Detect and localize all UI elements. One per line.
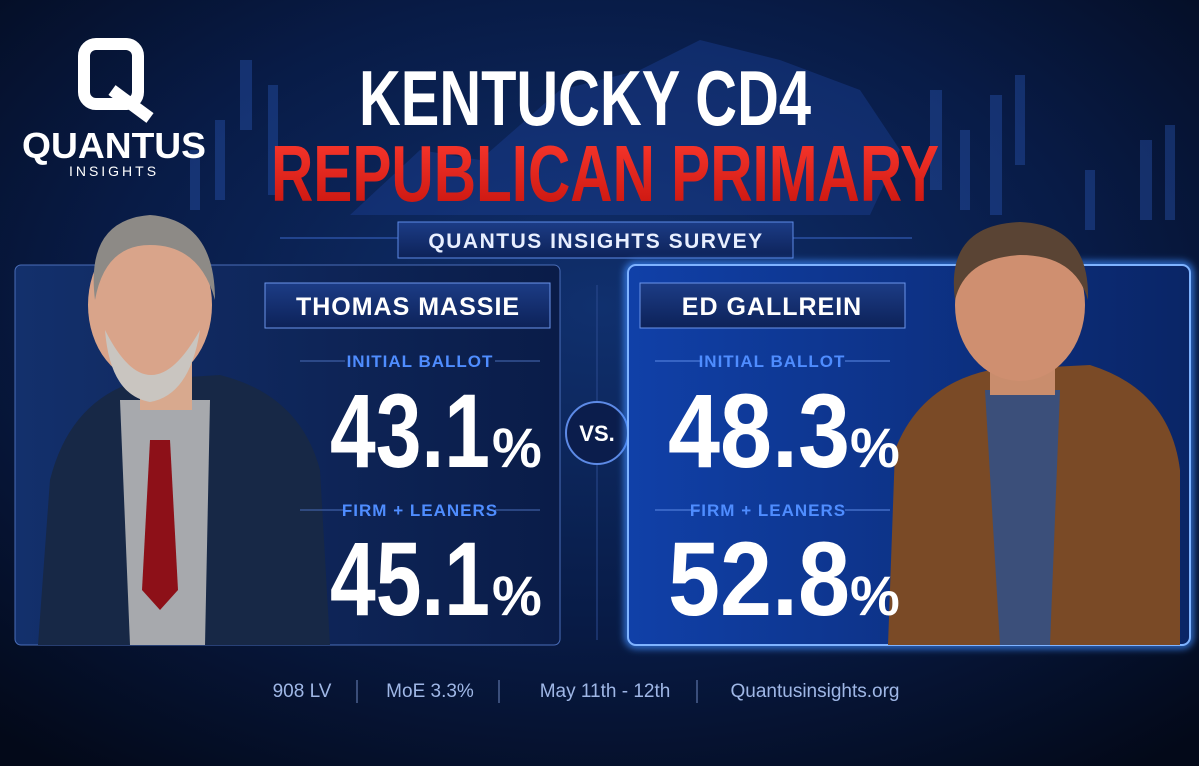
logo-icon-tail: [108, 85, 154, 123]
result-label: INITIAL BALLOT: [699, 352, 846, 371]
subtitle-plate: [397, 221, 794, 259]
title-line2: REPUBLICAN PRIMARY: [271, 129, 939, 218]
result-value: 43.1: [330, 373, 490, 490]
candidate-name: THOMAS MASSIE: [296, 293, 520, 321]
candidate-photo: [888, 222, 1180, 645]
candidate-photo: [38, 215, 330, 645]
name-plate: [264, 282, 551, 329]
footer-item: MoE 3.3%: [386, 681, 474, 702]
logo-icon: [78, 38, 144, 110]
result-label: FIRM + LEANERS: [342, 501, 498, 520]
result-unit: %: [850, 416, 900, 479]
result-unit: %: [850, 564, 900, 627]
title-line1: KENTUCKY CD4: [359, 54, 811, 142]
name-plate: [639, 282, 906, 329]
result-unit: %: [492, 564, 542, 627]
result-unit: %: [492, 416, 542, 479]
result-value: 45.1: [330, 521, 490, 638]
subtitle: QUANTUS INSIGHTS SURVEY: [428, 230, 763, 253]
logo: QUANTUS INSIGHTS: [22, 38, 206, 179]
logo-name: QUANTUS: [22, 125, 206, 166]
footer-item: 908 LV: [273, 681, 332, 702]
result-label: FIRM + LEANERS: [690, 501, 846, 520]
decor-candles: [190, 60, 1175, 230]
state-outline: [350, 40, 900, 215]
vs-text: VS.: [579, 421, 614, 446]
candidate-name: ED GALLREIN: [682, 293, 862, 321]
result-value: 48.3: [668, 373, 850, 490]
logo-tagline: INSIGHTS: [69, 163, 159, 179]
footer-item: May 11th - 12th: [540, 681, 671, 702]
result-label: INITIAL BALLOT: [347, 352, 494, 371]
result-value: 52.8: [668, 521, 850, 638]
footer-item: Quantusinsights.org: [731, 681, 900, 702]
